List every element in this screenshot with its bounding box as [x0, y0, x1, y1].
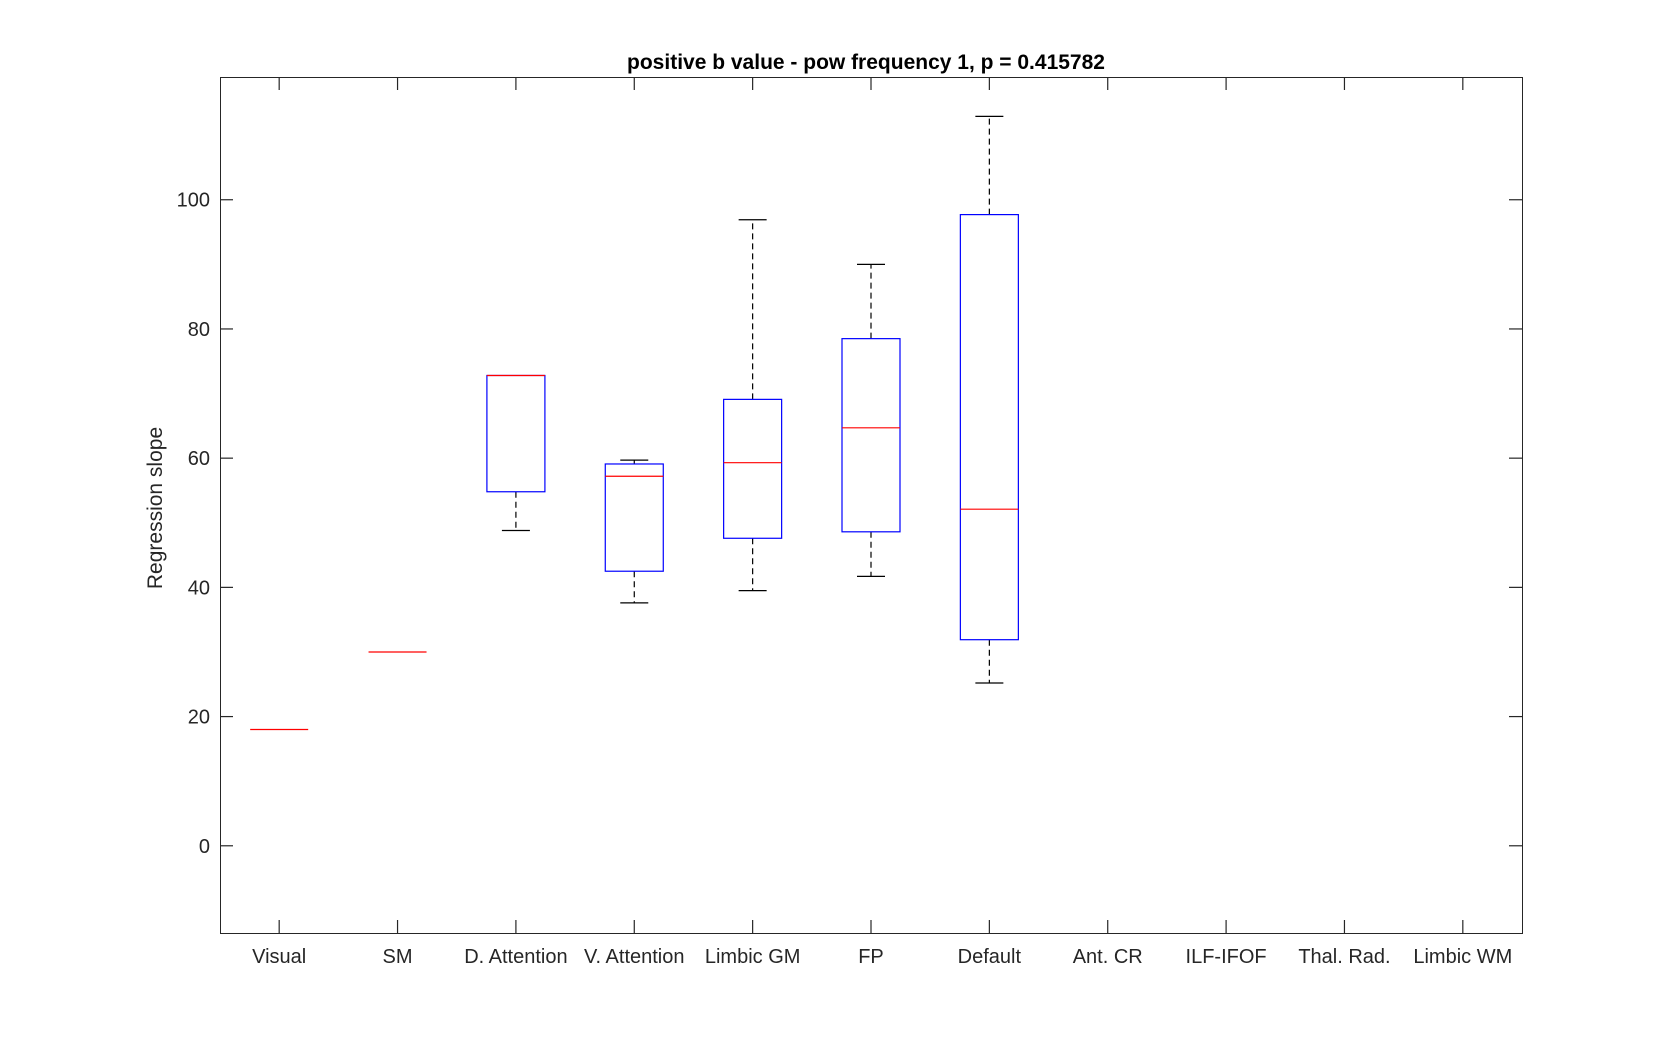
y-axis-label: Regression slope — [144, 427, 167, 589]
box-iqr — [841, 338, 901, 533]
x-tick-label: SM — [383, 946, 413, 968]
x-tick-label: Limbic GM — [705, 946, 801, 968]
box-iqr — [486, 374, 546, 493]
box-iqr — [604, 463, 664, 572]
x-tick-label: Visual — [252, 946, 306, 968]
x-tick-label: FP — [858, 946, 884, 968]
y-tick-label: 80 — [188, 319, 210, 341]
box-iqr — [723, 398, 783, 539]
x-tick-label: V. Attention — [584, 946, 684, 968]
plot-area-frame — [220, 77, 1523, 934]
y-tick-label: 20 — [188, 707, 210, 729]
x-tick-label: ILF-IFOF — [1186, 946, 1267, 968]
box-iqr — [959, 214, 1019, 641]
y-tick-label: 100 — [177, 190, 210, 212]
y-tick-label: 40 — [188, 577, 210, 599]
x-tick-label: Ant. CR — [1073, 946, 1143, 968]
x-tick-label: Thal. Rad. — [1298, 946, 1390, 968]
x-tick-label: Limbic WM — [1413, 946, 1512, 968]
y-tick-label: 0 — [199, 836, 210, 858]
chart-marks: 0 20 40 60 80 100 Visual SM D. Attention V. Atten… — [177, 77, 1522, 968]
x-tick-label: D. Attention — [464, 946, 567, 968]
y-tick-label: 60 — [188, 448, 210, 470]
chart-title: positive b value - pow frequency 1, p = … — [627, 51, 1105, 74]
x-tick-label: Default — [958, 946, 1022, 968]
